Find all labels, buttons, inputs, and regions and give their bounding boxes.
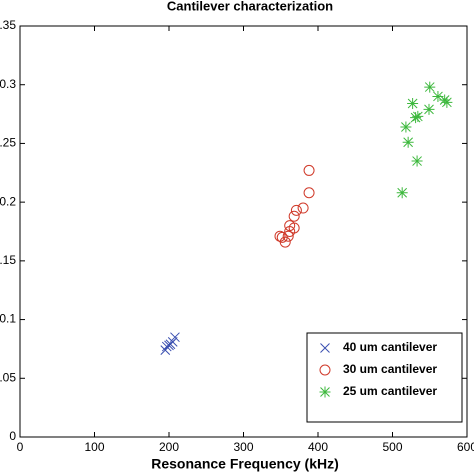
marker [320,343,330,353]
y-tick-label: 0.2 [0,194,16,208]
x-tick-label: 0 [17,440,24,454]
y-tick-label: 0 [9,429,16,443]
x-axis-label: Resonance Frequency (kHz) [151,456,339,472]
x-tick-label: 300 [233,440,253,454]
y-tick-label: 0.05 [0,370,16,384]
marker [319,386,331,398]
marker [441,96,453,108]
x-tick-label: 600 [457,440,474,454]
marker [290,204,302,216]
y-tick-label: 0.25 [0,136,16,150]
legend-label: 40 um cantilever [343,340,437,354]
chart-title: Cantilever characterization [167,0,333,13]
legend-label: 30 um cantilever [343,362,437,376]
marker [412,110,424,122]
legend-label: 25 um cantilever [343,384,437,398]
marker [167,337,178,347]
y-tick-label: 0.35 [0,18,16,32]
marker [319,364,331,376]
marker [288,222,300,234]
x-tick-label: 500 [382,440,402,454]
x-tick-label: 100 [84,440,104,454]
y-tick-label: 0.1 [0,312,16,326]
marker [432,90,444,102]
y-tick-label: 0.3 [0,77,16,91]
marker [410,112,422,124]
marker [303,187,315,199]
marker [407,98,419,110]
marker [423,103,435,115]
marker [279,236,291,248]
x-tick-label: 200 [159,440,179,454]
y-tick-label: 0.15 [0,253,16,267]
marker [411,155,423,167]
marker [400,121,412,133]
marker [303,164,315,176]
marker [402,136,414,148]
marker [297,202,309,214]
legend-box [306,332,463,423]
marker [424,81,436,93]
x-tick-label: 400 [308,440,328,454]
marker [396,187,408,199]
marker [288,210,300,222]
marker [282,230,294,242]
marker [170,332,180,343]
